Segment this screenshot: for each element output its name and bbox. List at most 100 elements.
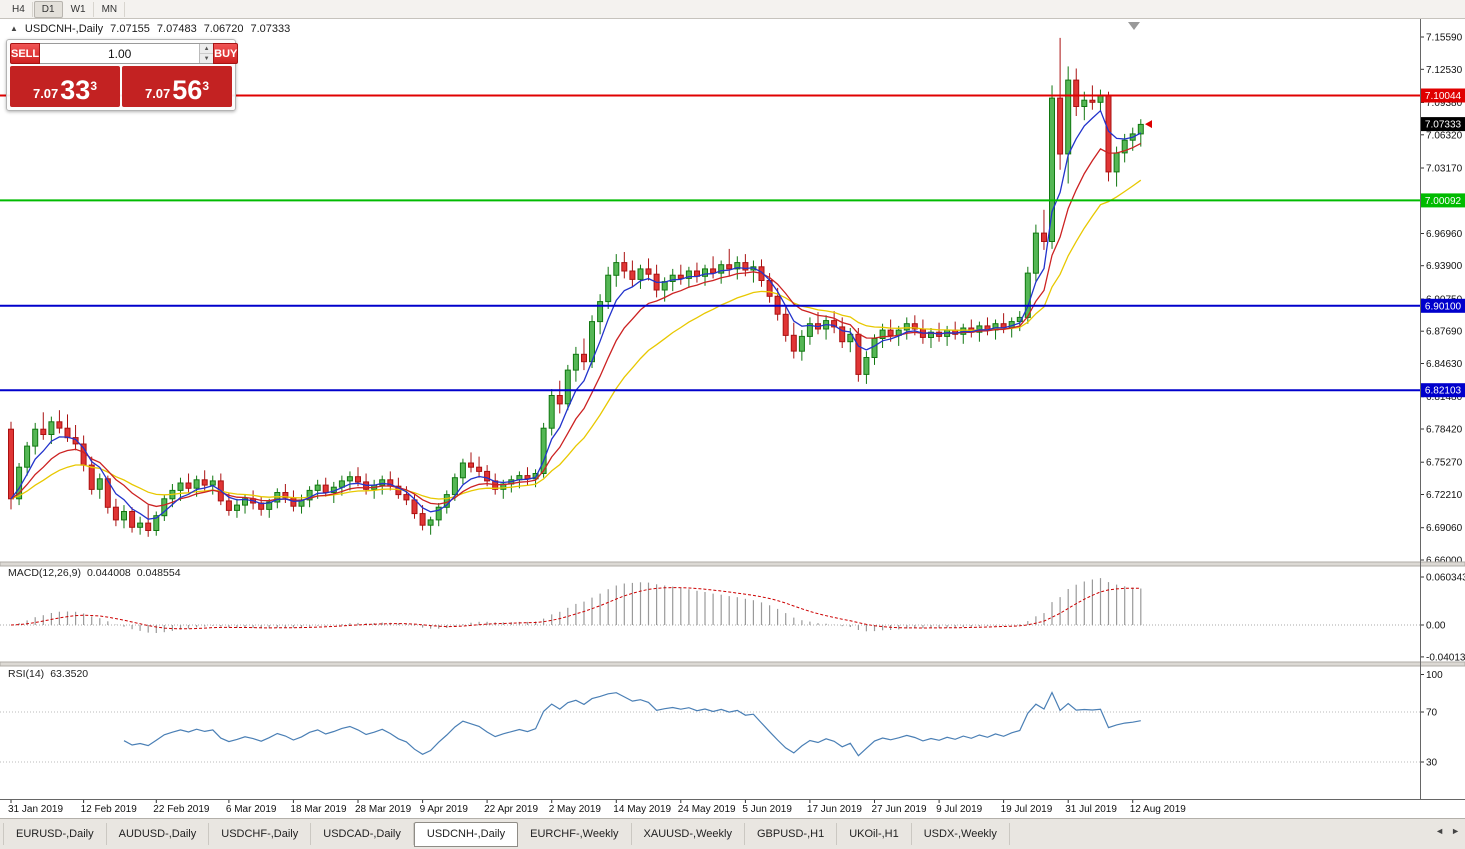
close-value: 7.07333 — [250, 23, 291, 35]
volume-up-button[interactable]: ▲ — [200, 44, 214, 54]
tab-usdcad-daily[interactable]: USDCAD-,Daily — [311, 823, 414, 845]
svg-text:6.96960: 6.96960 — [1426, 229, 1463, 240]
svg-text:6.82103: 6.82103 — [1425, 386, 1462, 397]
buy-price-pip: 3 — [202, 79, 210, 93]
tab-scroll-buttons: ◄ ► — [1435, 826, 1460, 836]
svg-text:14 May 2019: 14 May 2019 — [613, 804, 671, 815]
price-pointer-marker — [1145, 120, 1152, 129]
rsi-value: 63.3520 — [50, 668, 89, 680]
sell-button[interactable]: SELL — [10, 43, 41, 64]
svg-text:12 Aug 2019: 12 Aug 2019 — [1130, 804, 1187, 815]
low-value: 7.06720 — [203, 23, 244, 35]
svg-text:7.00092: 7.00092 — [1425, 196, 1462, 207]
svg-text:31 Jul 2019: 31 Jul 2019 — [1065, 804, 1117, 815]
buy-price-main: 56 — [172, 75, 203, 105]
price-axis[interactable]: 7.15590 7.12530 7.09380 7.06320 7.03170 7.000… — [1421, 33, 1465, 567]
svg-text:6.66000: 6.66000 — [1426, 556, 1463, 567]
tab-audusd-daily[interactable]: AUDUSD-,Daily — [107, 823, 210, 845]
svg-text:6.78420: 6.78420 — [1426, 425, 1463, 436]
chart-tab-bar: EURUSD-,Daily AUDUSD-,Daily USDCHF-,Dail… — [0, 818, 1465, 849]
svg-text:7.12530: 7.12530 — [1426, 65, 1463, 76]
high-value: 7.07483 — [156, 23, 197, 35]
tab-usdcnh-daily[interactable]: USDCNH-,Daily — [413, 822, 519, 847]
open-value: 7.07155 — [110, 23, 150, 35]
svg-text:0.00: 0.00 — [1426, 621, 1446, 632]
svg-text:2 May 2019: 2 May 2019 — [549, 804, 602, 815]
svg-text:6.93900: 6.93900 — [1426, 261, 1463, 272]
volume-down-button[interactable]: ▼ — [200, 54, 214, 63]
svg-text:7.10044: 7.10044 — [1425, 91, 1462, 102]
svg-text:28 Mar 2019: 28 Mar 2019 — [355, 804, 412, 815]
volume-input[interactable] — [40, 44, 200, 63]
tab-xauusd-weekly[interactable]: XAUUSD-,Weekly — [632, 823, 745, 845]
tabs-scroll-left-button[interactable]: ◄ — [1435, 826, 1445, 836]
one-click-price-row: 7.07 33 3 7.07 56 3 — [10, 66, 232, 107]
svg-text:0.060343: 0.060343 — [1426, 573, 1465, 584]
volume-field: ▲ ▼ — [40, 43, 214, 64]
svg-text:31 Jan 2019: 31 Jan 2019 — [8, 804, 63, 815]
svg-text:100: 100 — [1426, 670, 1443, 681]
volume-spinner: ▲ ▼ — [199, 44, 214, 63]
svg-text:12 Feb 2019: 12 Feb 2019 — [81, 804, 138, 815]
timeframe-button-h4[interactable]: H4 — [5, 1, 33, 17]
svg-text:22 Feb 2019: 22 Feb 2019 — [153, 804, 210, 815]
chart-tabs: EURUSD-,Daily AUDUSD-,Daily USDCHF-,Dail… — [3, 822, 1010, 847]
svg-text:27 Jun 2019: 27 Jun 2019 — [872, 804, 927, 815]
sell-price-pip: 3 — [90, 79, 98, 93]
date-axis[interactable]: 31 Jan 2019 12 Feb 2019 22 Feb 2019 6 Mar 2… — [8, 799, 1186, 815]
svg-text:9 Apr 2019: 9 Apr 2019 — [420, 804, 469, 815]
one-click-collapse-icon[interactable]: ▲ — [10, 24, 18, 33]
macd-signal-value: 0.048554 — [136, 567, 181, 579]
svg-text:-0.040136: -0.040136 — [1426, 652, 1465, 663]
chart-symbol-title: USDCNH-,Daily — [24, 23, 104, 35]
svg-text:6.81480: 6.81480 — [1426, 392, 1463, 403]
svg-text:6 Mar 2019: 6 Mar 2019 — [226, 804, 277, 815]
svg-text:7.06320: 7.06320 — [1426, 130, 1463, 141]
svg-text:7.09380: 7.09380 — [1426, 98, 1463, 109]
timeframe-button-d1[interactable]: D1 — [33, 0, 63, 18]
macd-label: MACD(12,26,9) — [8, 567, 81, 579]
chart-shift-marker — [1128, 22, 1140, 30]
svg-text:6.69060: 6.69060 — [1426, 523, 1463, 534]
sell-price-display[interactable]: 7.07 33 3 — [10, 66, 120, 107]
chart-decorations — [0, 19, 1465, 800]
buy-price-prefix: 7.07 — [144, 86, 171, 101]
svg-text:24 May 2019: 24 May 2019 — [678, 804, 736, 815]
svg-text:7.15590: 7.15590 — [1426, 33, 1463, 44]
svg-text:5 Jun 2019: 5 Jun 2019 — [742, 804, 792, 815]
tab-gbpusd-h1[interactable]: GBPUSD-,H1 — [745, 823, 838, 845]
timeframe-button-mn[interactable]: MN — [95, 1, 126, 17]
svg-text:17 Jun 2019: 17 Jun 2019 — [807, 804, 862, 815]
macd-main-value: 0.044008 — [86, 567, 131, 579]
svg-text:30: 30 — [1426, 758, 1438, 769]
tab-eurchf-weekly[interactable]: EURCHF-,Weekly — [518, 823, 632, 845]
rsi-pane[interactable]: 100 70 30 — [0, 670, 1443, 769]
ohlc-info-line: ▲ USDCNH-,Daily 7.07155 7.07483 7.06720 … — [10, 23, 290, 35]
toolbar: H4 D1 W1 MN — [0, 0, 1465, 19]
hlines-layer[interactable] — [0, 94, 1420, 392]
svg-text:6.84630: 6.84630 — [1426, 359, 1463, 370]
sell-price-prefix: 7.07 — [32, 86, 59, 101]
svg-text:18 Mar 2019: 18 Mar 2019 — [290, 804, 347, 815]
svg-text:7.03170: 7.03170 — [1426, 164, 1463, 175]
svg-text:9 Jul 2019: 9 Jul 2019 — [936, 804, 983, 815]
svg-text:6.75270: 6.75270 — [1426, 458, 1463, 469]
tab-usdchf-daily[interactable]: USDCHF-,Daily — [209, 823, 312, 845]
svg-text:7.07333: 7.07333 — [1425, 120, 1462, 131]
rsi-label-row: RSI(14) 63.3520 — [8, 668, 88, 680]
tab-usdx-weekly[interactable]: USDX-,Weekly — [912, 823, 1010, 845]
svg-text:6.90100: 6.90100 — [1425, 301, 1462, 312]
buy-button[interactable]: BUY — [213, 43, 239, 64]
macd-pane[interactable]: 0.060343 0.00 -0.040136 — [0, 573, 1465, 664]
buy-price-display[interactable]: 7.07 56 3 — [122, 66, 232, 107]
svg-text:70: 70 — [1426, 708, 1438, 719]
tab-eurusd-daily[interactable]: EURUSD-,Daily — [3, 823, 107, 845]
tab-ukoil-h1[interactable]: UKOil-,H1 — [837, 823, 912, 845]
timeframe-button-w1[interactable]: W1 — [64, 1, 94, 17]
tabs-scroll-right-button[interactable]: ► — [1451, 826, 1460, 836]
svg-text:22 Apr 2019: 22 Apr 2019 — [484, 804, 538, 815]
svg-text:6.72210: 6.72210 — [1426, 490, 1463, 501]
one-click-top-row: SELL ▲ ▼ BUY — [10, 43, 239, 64]
